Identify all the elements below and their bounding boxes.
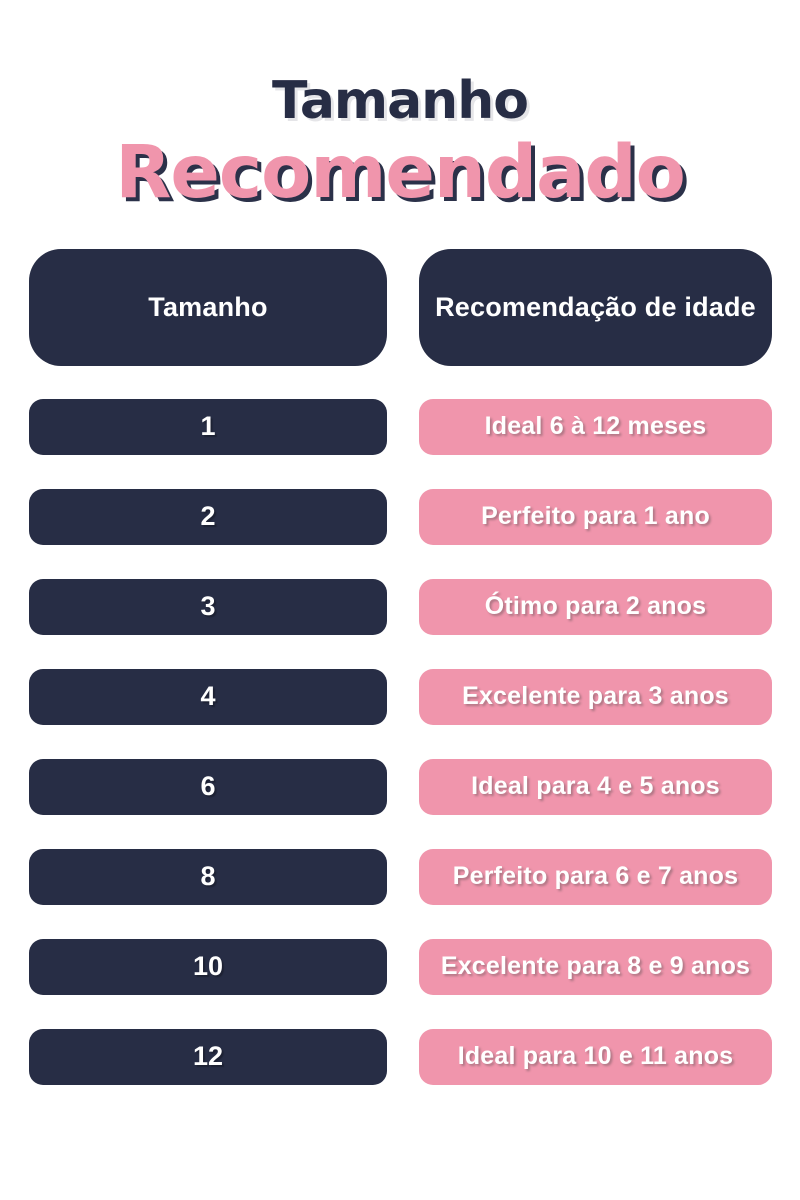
title-block: Tamanho Recomendado — [0, 0, 800, 209]
table-row: 8 Perfeito para 6 e 7 anos — [29, 848, 772, 905]
size-cell: 4 — [29, 668, 387, 725]
size-column-header: Tamanho — [29, 248, 387, 366]
size-cell: 6 — [29, 758, 387, 815]
size-cell: 2 — [29, 488, 387, 545]
recommendation-cell: Ideal para 10 e 11 anos — [419, 1028, 772, 1085]
table-row: 2 Perfeito para 1 ano — [29, 488, 772, 545]
size-cell: 12 — [29, 1028, 387, 1085]
table-row: 10 Excelente para 8 e 9 anos — [29, 938, 772, 995]
recommendation-cell: Ideal para 4 e 5 anos — [419, 758, 772, 815]
recommendation-cell: Excelente para 3 anos — [419, 668, 772, 725]
page-title-primary: Tamanho — [272, 71, 529, 131]
page-title-accent: Recomendado — [115, 129, 686, 215]
recommendation-cell: Ideal 6 à 12 meses — [419, 398, 772, 455]
size-cell: 8 — [29, 848, 387, 905]
table-row: 1 Ideal 6 à 12 meses — [29, 398, 772, 455]
size-table: Tamanho Recomendação de idade 1 Ideal 6 … — [0, 248, 800, 1085]
size-cell: 10 — [29, 938, 387, 995]
age-column-header: Recomendação de idade — [419, 248, 772, 366]
table-row: 6 Ideal para 4 e 5 anos — [29, 758, 772, 815]
recommendation-cell: Perfeito para 1 ano — [419, 488, 772, 545]
table-header-row: Tamanho Recomendação de idade — [29, 248, 772, 366]
table-row: 3 Ótimo para 2 anos — [29, 578, 772, 635]
table-row: 4 Excelente para 3 anos — [29, 668, 772, 725]
size-cell: 1 — [29, 398, 387, 455]
size-cell: 3 — [29, 578, 387, 635]
recommendation-cell: Perfeito para 6 e 7 anos — [419, 848, 772, 905]
recommendation-cell: Excelente para 8 e 9 anos — [419, 938, 772, 995]
table-body: 1 Ideal 6 à 12 meses 2 Perfeito para 1 a… — [29, 398, 772, 1085]
table-row: 12 Ideal para 10 e 11 anos — [29, 1028, 772, 1085]
recommendation-cell: Ótimo para 2 anos — [419, 578, 772, 635]
